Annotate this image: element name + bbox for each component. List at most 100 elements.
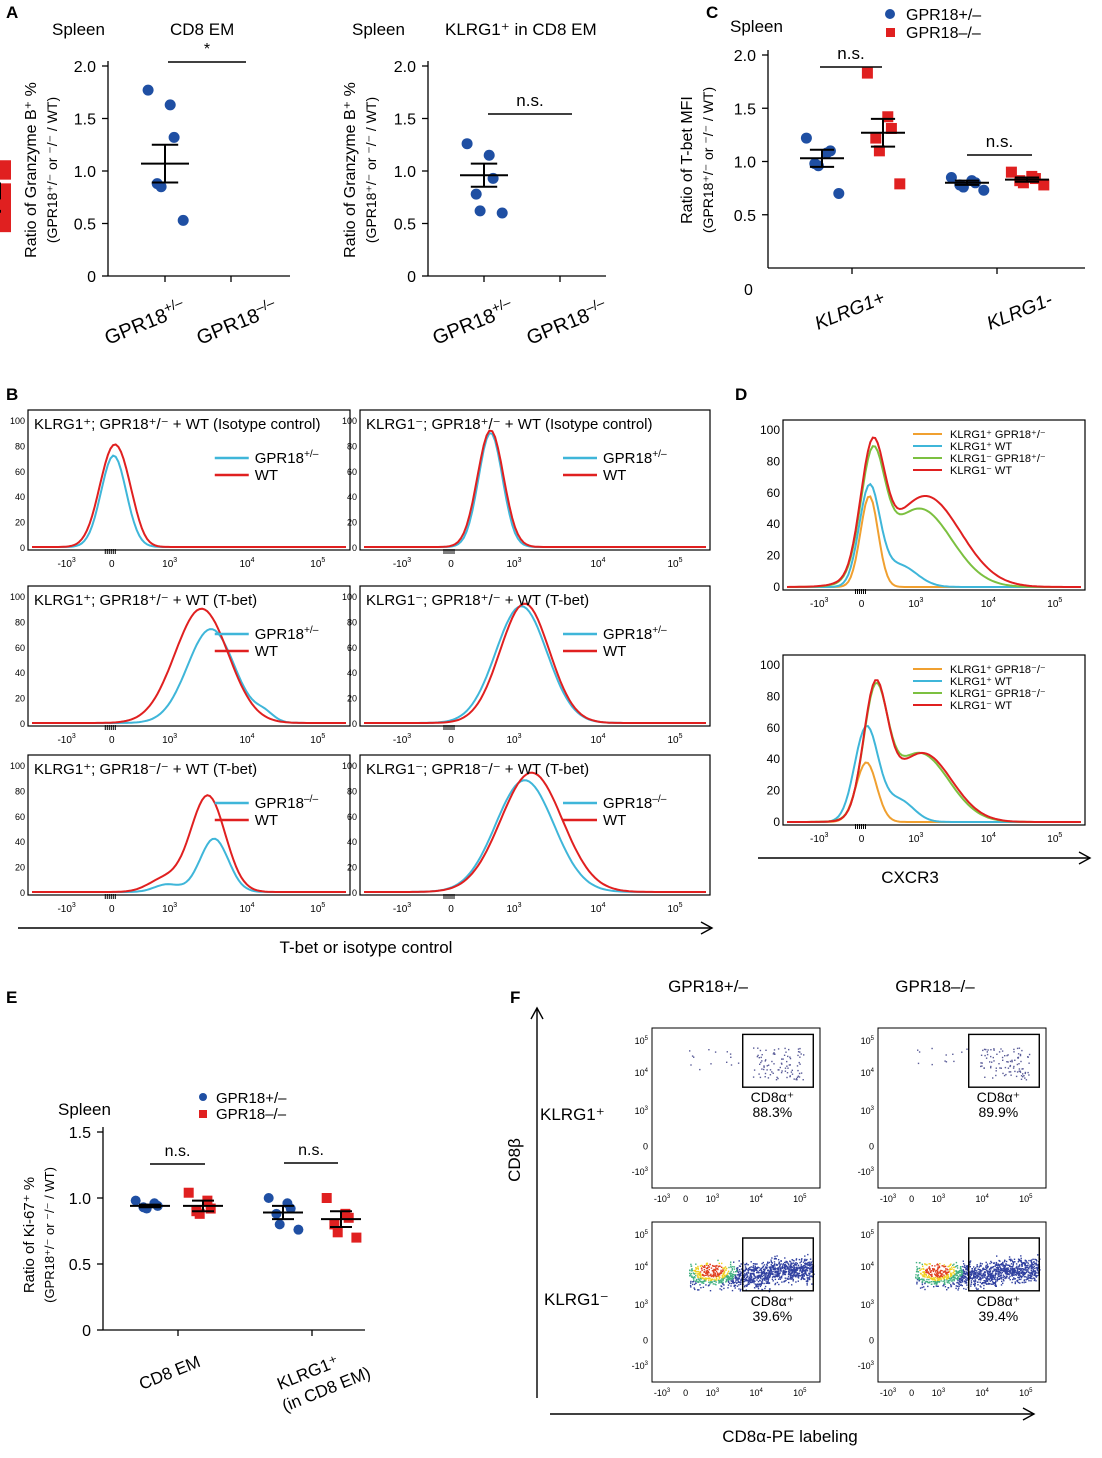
- flow-event: [978, 1271, 980, 1273]
- flow-event: [951, 1280, 954, 1282]
- flow-event: [984, 1280, 986, 1283]
- flow-event: [981, 1275, 983, 1277]
- flow-event: [930, 1281, 933, 1283]
- flow-event: [925, 1270, 928, 1273]
- b-hist-4-frame: [359, 585, 711, 727]
- flow-event: [723, 1270, 726, 1273]
- flow-event: [732, 1282, 734, 1284]
- flow-event: [808, 1263, 810, 1266]
- flow-event: [1020, 1060, 1022, 1063]
- flow-event: [982, 1049, 984, 1052]
- flow-event: [777, 1069, 779, 1071]
- flow-event: [943, 1278, 945, 1280]
- flow-event: [723, 1267, 725, 1269]
- d-hist-bot-legend-label: KLRG1⁻ WT: [950, 700, 1012, 712]
- flow-event: [960, 1271, 962, 1274]
- y-tick-label: 1.0: [734, 155, 756, 172]
- flow-event: [996, 1277, 998, 1279]
- flow-event: [711, 1278, 713, 1280]
- flow-event: [802, 1277, 804, 1279]
- flow-event: [771, 1265, 773, 1268]
- flow-event: [1037, 1264, 1039, 1266]
- flow-event: [1033, 1273, 1035, 1275]
- x-tick-label: -103: [57, 733, 75, 746]
- flow-event: [950, 1274, 952, 1276]
- flow-event: [692, 1283, 694, 1286]
- flow-event: [940, 1280, 942, 1282]
- flow-event: [1033, 1277, 1036, 1280]
- flow-y-tick: 104: [635, 1068, 649, 1078]
- flow-event: [703, 1275, 705, 1277]
- flow-event: [984, 1282, 987, 1284]
- flow-event: [1013, 1065, 1015, 1068]
- flow-event: [793, 1273, 795, 1275]
- flow-event: [963, 1280, 966, 1282]
- flow-event: [691, 1055, 694, 1057]
- flow-event: [992, 1077, 994, 1079]
- flow-event: [994, 1283, 997, 1285]
- flow-event: [950, 1280, 953, 1282]
- c-legend-het-marker: [885, 9, 895, 19]
- flow-event: [1033, 1279, 1036, 1282]
- flow-event: [736, 1285, 739, 1287]
- flow-event: [1027, 1268, 1030, 1270]
- flow-event: [934, 1265, 936, 1267]
- flow-event: [789, 1277, 792, 1279]
- flow-event: [726, 1274, 728, 1276]
- flow-event: [990, 1279, 993, 1282]
- flow-event: [808, 1261, 811, 1263]
- flow-event: [801, 1258, 803, 1260]
- c-ylabel-line2: (GPR18⁺/⁻ or ⁻/⁻ / WT): [700, 87, 716, 233]
- x-tick-exp: 4: [992, 832, 996, 839]
- flow-event: [702, 1286, 705, 1288]
- flow-event: [1030, 1273, 1032, 1275]
- x-tick-label: 103: [908, 597, 923, 610]
- flow-event: [1024, 1071, 1027, 1074]
- flow-event: [790, 1272, 793, 1274]
- flow-event: [949, 1278, 952, 1280]
- flow-event: [965, 1280, 967, 1282]
- flow-event: [985, 1264, 987, 1267]
- y-tick-label: 20: [15, 518, 25, 528]
- flow-event: [725, 1280, 728, 1282]
- flow-event: [779, 1278, 782, 1280]
- flow-event: [941, 1273, 944, 1275]
- flow-event: [1018, 1278, 1021, 1281]
- a1-title: CD8 EM: [170, 20, 234, 39]
- flow-event: [923, 1272, 926, 1274]
- flow-y-tick: 105: [861, 1230, 875, 1240]
- flow-event: [947, 1280, 950, 1282]
- flow-event: [788, 1064, 791, 1066]
- flow-event: [708, 1277, 710, 1279]
- flow-event: [741, 1268, 743, 1270]
- flow-event: [784, 1280, 786, 1282]
- flow-event: [954, 1266, 957, 1268]
- flow-event: [1000, 1067, 1002, 1069]
- y-tick-label: 40: [347, 837, 357, 847]
- flow-event: [774, 1274, 776, 1276]
- flow-event: [787, 1273, 790, 1276]
- y-tick-label: 0: [352, 543, 357, 553]
- flow-event: [724, 1277, 726, 1279]
- flow-event: [1025, 1262, 1027, 1264]
- flow-event: [1007, 1267, 1009, 1270]
- y-tick-label: 0: [407, 269, 416, 286]
- flow-event: [997, 1267, 999, 1270]
- flow-event: [1025, 1265, 1027, 1267]
- flow-event: [690, 1280, 692, 1283]
- flow-event: [723, 1287, 725, 1290]
- y-tick-label: 20: [767, 549, 781, 563]
- flow-event: [774, 1267, 776, 1269]
- flow-event: [690, 1272, 693, 1275]
- flow-plot-frame: [651, 1221, 821, 1383]
- flow-event: [726, 1267, 728, 1270]
- flow-event: [767, 1281, 769, 1284]
- c-x-label-2: KLRG1-: [984, 289, 1056, 334]
- flow-event: [952, 1275, 954, 1277]
- flow-event: [772, 1265, 775, 1267]
- flow-event: [769, 1267, 771, 1269]
- flow-event: [737, 1277, 739, 1279]
- flow-event: [989, 1277, 992, 1279]
- flow-event: [1016, 1272, 1018, 1275]
- d-xlabel: CXCR3: [881, 868, 939, 887]
